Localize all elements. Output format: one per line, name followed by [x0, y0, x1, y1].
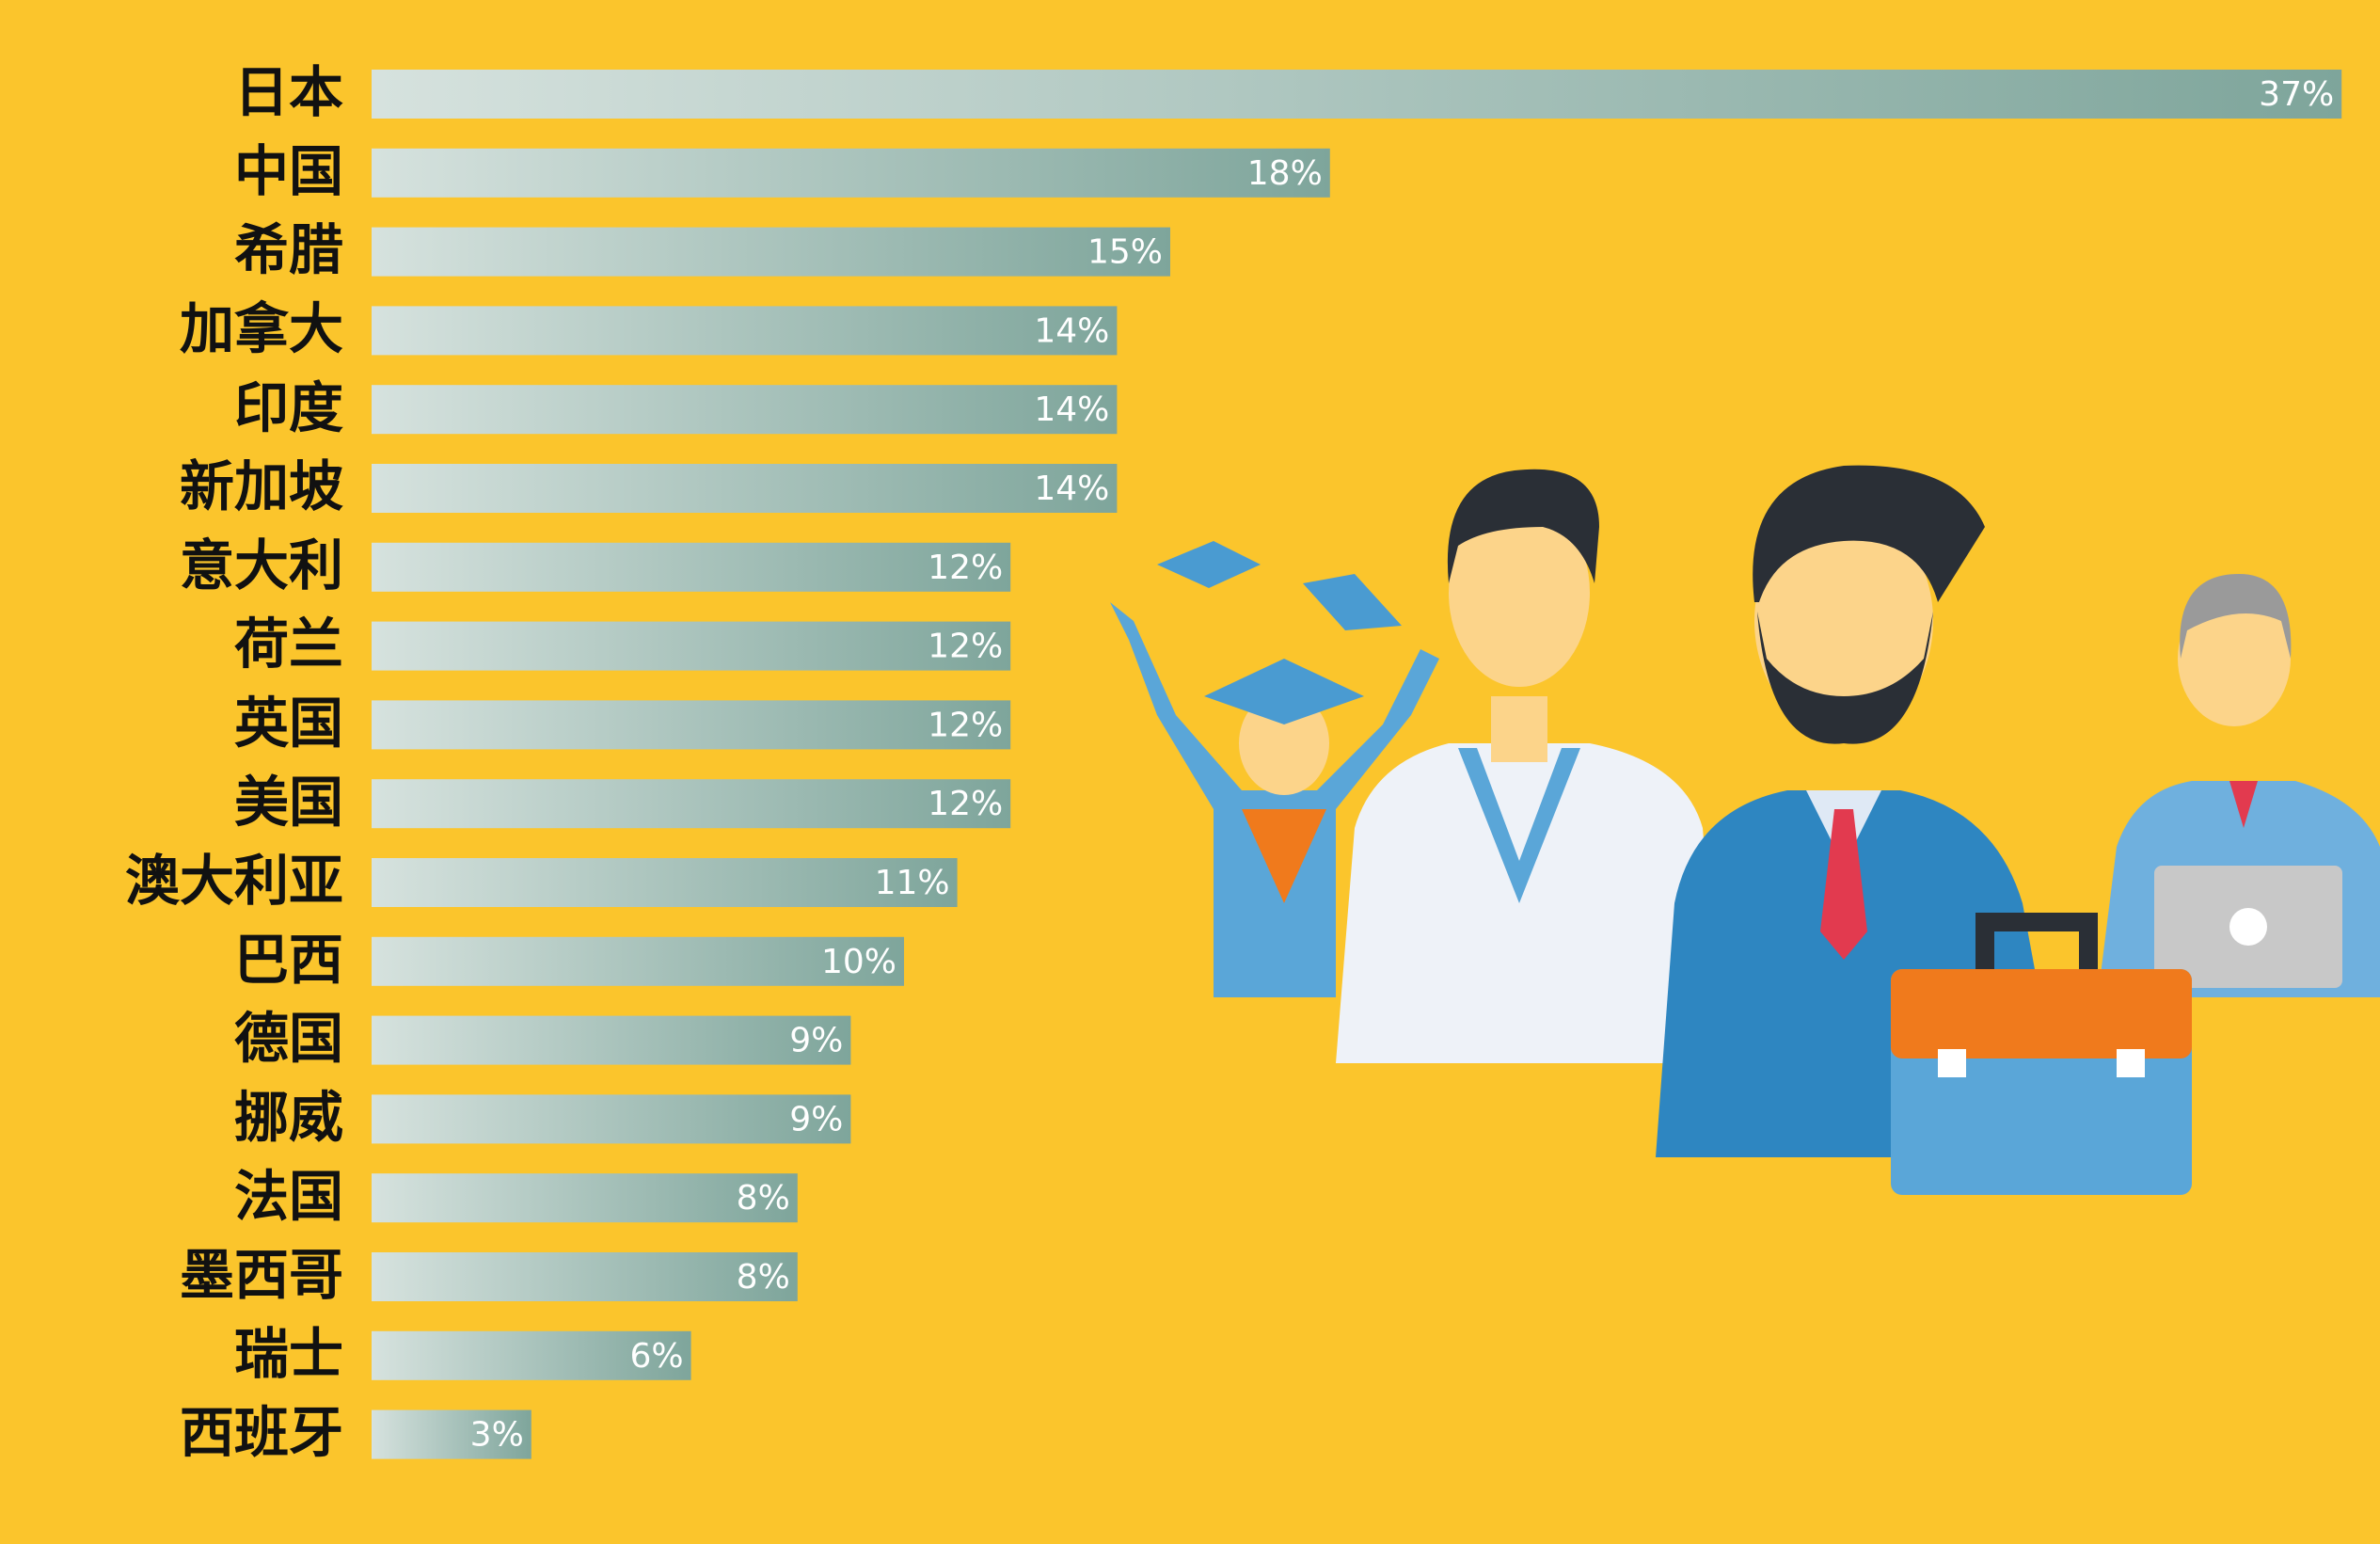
bar: [372, 385, 1118, 435]
bar: [372, 227, 1170, 277]
value-label: 15%: [1087, 233, 1163, 272]
category-label: 瑞士: [234, 1322, 343, 1386]
category-label: 加拿大: [180, 297, 343, 361]
value-label: 12%: [928, 706, 1003, 744]
category-label: 挪威: [234, 1086, 343, 1150]
bar: [372, 858, 958, 907]
category-label: 新加坡: [180, 454, 343, 518]
category-label: 意大利: [180, 533, 343, 597]
bar: [372, 1409, 532, 1459]
bar: [372, 700, 1011, 750]
category-label: 中国: [234, 139, 343, 203]
value-label: 8%: [737, 1179, 790, 1218]
bar: [372, 464, 1118, 513]
category-label: 荷兰: [234, 613, 343, 676]
value-label: 12%: [928, 628, 1003, 666]
value-label: 12%: [928, 549, 1003, 587]
bar: [372, 1252, 798, 1301]
category-label: 法国: [234, 1164, 343, 1228]
value-label: 10%: [821, 943, 896, 981]
category-label: 日本: [234, 60, 343, 124]
value-label: 14%: [1034, 390, 1109, 429]
category-label: 印度: [234, 375, 343, 439]
bar: [372, 1015, 851, 1065]
value-label: 8%: [737, 1258, 790, 1297]
category-label: 希腊: [234, 218, 343, 282]
value-label: 6%: [629, 1337, 683, 1376]
category-label: 西班牙: [180, 1401, 343, 1465]
bar: [372, 621, 1011, 671]
category-label: 墨西哥: [180, 1243, 343, 1307]
bar: [372, 936, 904, 986]
value-label: 14%: [1034, 470, 1109, 508]
value-label: 12%: [928, 785, 1003, 823]
bar: [372, 779, 1011, 829]
value-label: 18%: [1247, 154, 1323, 193]
category-label: 巴西: [234, 928, 343, 992]
bar: [372, 542, 1011, 592]
value-label: 11%: [875, 864, 950, 902]
bar: [372, 1330, 691, 1380]
category-label: 澳大利亚: [125, 849, 343, 913]
value-label: 9%: [789, 1022, 843, 1060]
category-label: 德国: [234, 1007, 343, 1071]
bar: [372, 70, 2342, 119]
value-label: 37%: [2259, 75, 2334, 114]
bar: [372, 306, 1118, 356]
value-label: 9%: [789, 1100, 843, 1138]
bar: [372, 1094, 851, 1144]
value-label: 3%: [470, 1416, 524, 1455]
illustration: [1110, 465, 2380, 1195]
value-label: 14%: [1034, 311, 1109, 350]
bar: [372, 1173, 798, 1223]
category-label: 美国: [234, 770, 343, 834]
category-label: 英国: [234, 692, 343, 756]
bar: [372, 148, 1330, 198]
